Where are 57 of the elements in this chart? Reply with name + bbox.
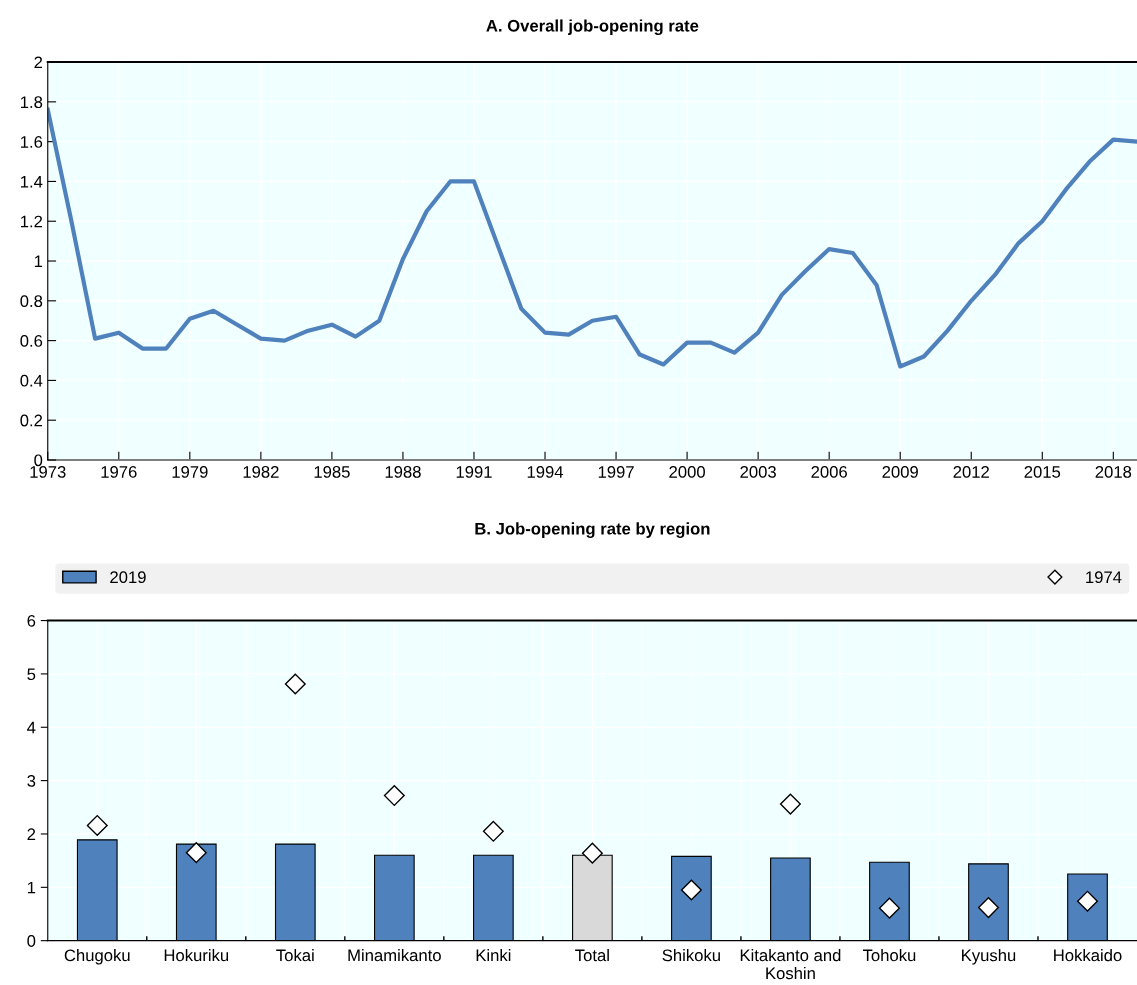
point [581,842,603,864]
x-tick-label: Tokai [276,949,314,962]
x-tick-label: 1979 [172,465,208,478]
y-tick-label: 1.4 [21,176,43,188]
x-tick-label: 1973 [30,465,66,478]
y-tick-label: 6 [27,614,36,627]
x-tick-label: 1982 [243,465,279,478]
x-tick-label: Kyushu [962,949,1016,965]
y-tick-label: 0.8 [20,295,43,308]
x-tick-label: Hokkaido [1054,949,1122,962]
y-tick-label: 3 [27,775,36,787]
y-tick-label: 0 [34,454,43,467]
y-tick-label: 1.2 [21,215,43,228]
y-tick-label: 2 [34,56,43,69]
x-tick-label: 1997 [598,465,634,478]
legend-label: 2019 [110,571,146,584]
x-tick-label: 1991 [456,465,492,478]
point [383,785,405,807]
point [779,793,801,815]
y-tick-label: 1 [34,255,43,268]
y-tick-label: 5 [27,668,36,681]
y-tick-label: 1.8 [21,96,43,109]
y-tick-label: 0.4 [20,374,43,387]
y-tick-label: 2 [27,828,36,841]
x-tick-label: 1976 [101,465,137,478]
x-tick-label: Minamikanto [348,949,441,962]
y-tick-label: 0.6 [20,335,43,347]
x-tick-label: 2009 [882,465,918,478]
y-tick-label: 4 [27,721,36,734]
y-tick-label: 1 [27,881,36,894]
point [86,814,108,836]
x-tick-label: 1988 [385,465,421,478]
x-tick-label: 2012 [953,465,989,478]
line-series [47,107,1137,369]
x-tick-label: Total [575,949,609,962]
x-tick-label: Shikoku [662,949,720,962]
point [284,673,306,695]
y-tick-label: 0 [27,935,36,947]
point [482,820,504,842]
legend-label: 1974 [1086,571,1122,584]
chart-title: B. Job-opening rate by region [475,522,710,538]
y-tick-label: 1.6 [21,136,43,148]
x-tick-label: 2003 [740,465,776,478]
x-tick-label: Tohoku [862,949,916,962]
x-tick-label: 2000 [669,465,705,478]
x-tick-label: 2015 [1024,465,1061,478]
x-tick-label: Kinki [476,949,511,962]
chart-title: A. Overall job-opening rate [486,19,699,36]
x-tick-label: Hokuriku [164,949,229,962]
x-tick-label: 1985 [314,465,350,478]
x-tick-label: 2018 [1095,465,1132,478]
x-tick-label: 1994 [527,465,564,478]
point [185,842,207,864]
x-tick-label: Chugoku [64,949,130,965]
x-tick-label: Kitakanto and Koshin [740,949,841,980]
x-tick-label: 2006 [811,465,847,478]
y-tick-label: 0.2 [20,414,43,427]
